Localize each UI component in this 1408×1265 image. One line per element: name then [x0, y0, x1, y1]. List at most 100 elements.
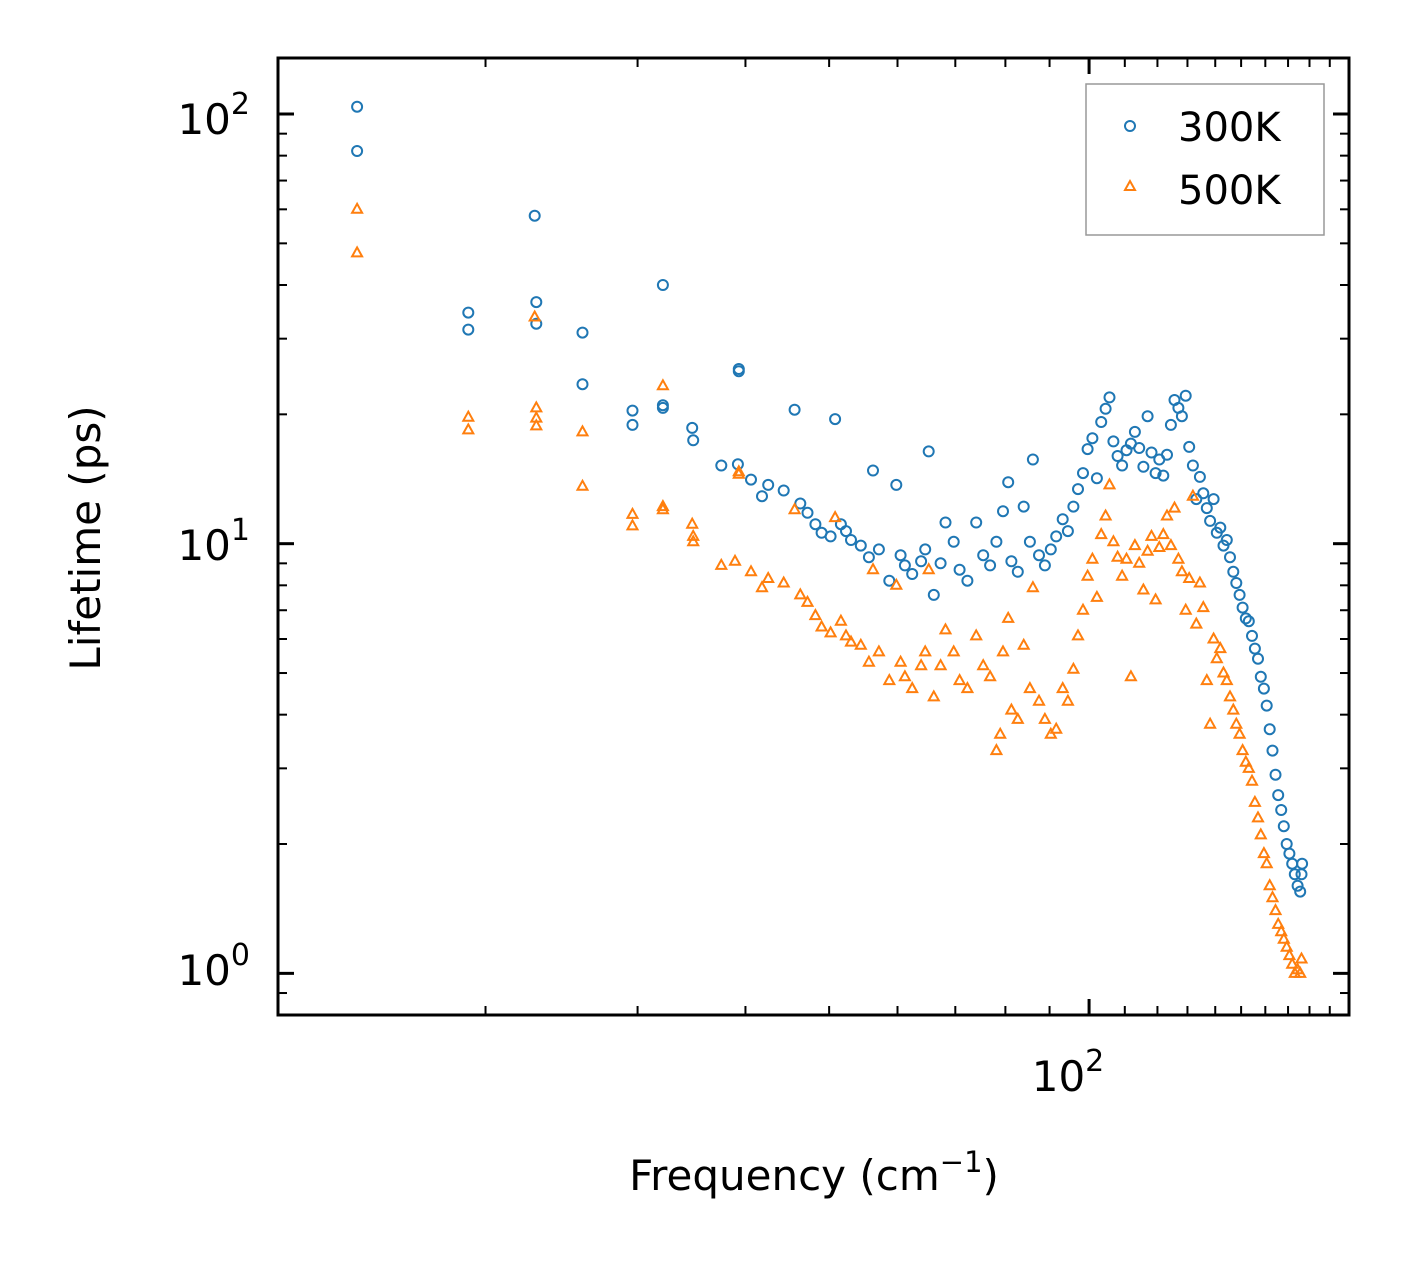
point-500k — [1282, 948, 1297, 961]
point-500k — [787, 502, 802, 515]
point-500k — [1056, 681, 1070, 694]
point-300k — [922, 445, 935, 458]
point-500k — [1206, 631, 1221, 644]
point-500k — [1080, 568, 1095, 581]
point-300k — [1161, 448, 1173, 461]
point-300k — [898, 559, 911, 572]
point-500k — [918, 644, 932, 657]
point-300k — [854, 539, 867, 552]
point-500k — [1128, 538, 1142, 551]
point-300k — [1257, 682, 1270, 695]
point-300k — [1107, 435, 1120, 448]
x-tick-label-100: 102 — [1032, 1044, 1105, 1101]
point-500k — [1085, 551, 1100, 564]
point-300k — [934, 557, 947, 570]
y-tick-label-1: 100 — [177, 938, 250, 995]
point-500k — [933, 658, 948, 671]
point-300k — [1233, 588, 1246, 601]
point-500k — [1049, 721, 1063, 734]
legend: 300K 500K — [1085, 83, 1325, 236]
point-500k — [969, 628, 983, 641]
point-300k — [1220, 534, 1233, 546]
point-500k — [1251, 810, 1265, 823]
point-300k — [990, 535, 1003, 548]
point-500k — [1265, 890, 1280, 903]
point-300k — [1061, 525, 1074, 538]
point-500k — [814, 619, 829, 632]
point-300k — [1164, 418, 1177, 431]
point-500k — [1280, 939, 1294, 952]
point-300k — [1224, 551, 1236, 564]
point-500k — [1220, 673, 1234, 686]
point-500k — [1094, 527, 1108, 540]
point-500k — [1226, 702, 1240, 715]
point-500k — [350, 245, 364, 258]
point-300k — [840, 525, 852, 538]
point-500k — [1271, 916, 1285, 929]
point-300k — [351, 100, 364, 113]
point-500k — [1189, 616, 1203, 629]
point-500k — [1229, 716, 1243, 729]
point-300k — [915, 555, 928, 568]
point-300k — [462, 323, 475, 336]
point-500k — [989, 743, 1004, 756]
point-500k — [1160, 508, 1174, 521]
point-500k — [927, 689, 941, 702]
point-500k — [685, 516, 699, 529]
point-300k — [745, 473, 757, 486]
point-500k — [529, 400, 543, 413]
point-300k — [970, 516, 983, 529]
point-500k — [1144, 528, 1159, 541]
point-300k — [919, 543, 932, 556]
point-500k — [976, 658, 990, 671]
point-500k — [656, 378, 670, 391]
point-300k — [351, 145, 364, 157]
point-500k — [839, 628, 853, 641]
point-300k — [883, 574, 896, 587]
point-300k — [576, 326, 589, 339]
point-500k — [461, 409, 475, 422]
point-500k — [914, 658, 928, 671]
point-500k — [1263, 878, 1277, 891]
point-500k — [1210, 651, 1224, 664]
point-500k — [732, 464, 746, 477]
y-axis-label: Lifetime (ps) — [61, 405, 110, 670]
point-300k — [686, 421, 699, 434]
point-300k — [1026, 453, 1039, 466]
point-500k — [1277, 931, 1291, 944]
point-300k — [867, 464, 879, 477]
point-300k — [1086, 432, 1099, 445]
point-500k — [1011, 711, 1025, 724]
point-500k — [656, 502, 670, 515]
point-500k — [952, 673, 967, 686]
point-300k — [1227, 565, 1240, 578]
point-300k — [1077, 467, 1089, 480]
point-500k — [854, 637, 868, 650]
point-300k — [715, 459, 728, 472]
point-300k — [576, 378, 589, 391]
point-300k — [829, 413, 842, 426]
point-300k — [1056, 513, 1069, 526]
point-300k — [1214, 521, 1227, 534]
point-300k — [1095, 416, 1108, 428]
x-axis-label: Frequency (cm−1) — [629, 1145, 999, 1200]
point-500k — [1106, 534, 1121, 547]
point-500k — [1017, 637, 1031, 650]
point-500k — [656, 499, 670, 512]
point-500k — [1001, 610, 1015, 623]
point-500k — [1200, 673, 1214, 686]
point-300k — [1033, 549, 1045, 562]
point-300k — [1011, 565, 1024, 578]
point-300k — [530, 317, 543, 330]
point-300k — [1236, 601, 1249, 614]
point-300k — [1133, 442, 1146, 454]
point-500k — [1216, 665, 1231, 678]
point-500k — [1156, 527, 1170, 540]
point-500k — [777, 575, 791, 588]
point-300k — [927, 588, 940, 601]
point-500k — [1274, 924, 1288, 937]
point-300k — [824, 530, 837, 543]
point-500k — [625, 518, 640, 531]
point-500k — [1061, 693, 1075, 706]
